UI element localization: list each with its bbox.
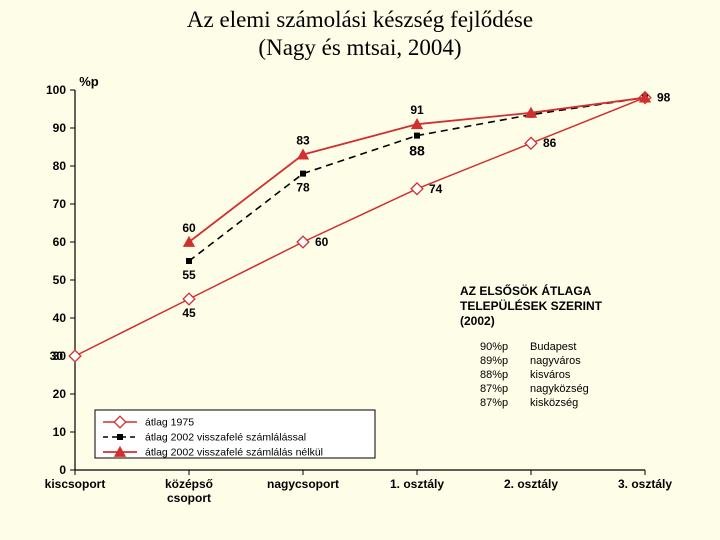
svg-text:1. osztály: 1. osztály	[390, 477, 444, 491]
svg-text:90: 90	[53, 121, 67, 135]
svg-text:40: 40	[53, 311, 67, 325]
svg-text:nagycsoport: nagycsoport	[267, 477, 339, 491]
svg-text:kiscsoport: kiscsoport	[45, 477, 106, 491]
svg-text:87%p: 87%p	[480, 383, 508, 395]
line-chart: 0 10 20 30 40 50 60 70 80 90 100 %p kiscsoport középs…	[0, 70, 720, 540]
svg-text:74: 74	[429, 182, 443, 196]
svg-text:91: 91	[410, 103, 424, 117]
svg-text:87%p: 87%p	[480, 397, 508, 409]
svg-text:89%p: 89%p	[480, 355, 508, 367]
svg-text:80: 80	[53, 159, 67, 173]
svg-text:kisváros: kisváros	[530, 369, 571, 381]
svg-text:%p: %p	[79, 74, 99, 89]
svg-text:88%p: 88%p	[480, 369, 508, 381]
svg-text:középső: középső	[165, 477, 213, 491]
svg-text:10: 10	[53, 425, 67, 439]
svg-text:78: 78	[296, 181, 310, 195]
svg-text:átlag 1975: átlag 1975	[145, 417, 194, 429]
svg-text:100: 100	[46, 83, 66, 97]
svg-text:90%p: 90%p	[480, 341, 508, 353]
svg-text:98: 98	[657, 91, 671, 105]
svg-text:50: 50	[53, 273, 67, 287]
svg-text:45: 45	[182, 306, 196, 320]
svg-text:88: 88	[409, 143, 425, 159]
svg-text:Budapest: Budapest	[530, 341, 576, 353]
svg-text:AZ ELSŐSÖK ÁTLAGA: AZ ELSŐSÖK ÁTLAGA	[460, 283, 592, 298]
svg-text:0: 0	[59, 463, 66, 477]
svg-text:86: 86	[543, 136, 557, 150]
svg-text:83: 83	[296, 134, 310, 148]
svg-text:átlag 2002 visszafelé számlálá: átlag 2002 visszafelé számlálás nélkül	[145, 447, 323, 459]
svg-text:30: 30	[50, 349, 64, 363]
title-line-1: Az elemi számolási készség fejlődése	[187, 7, 533, 32]
svg-text:nagyváros: nagyváros	[530, 355, 581, 367]
title-line-2: (Nagy és mtsai, 2004)	[258, 35, 461, 60]
svg-text:csoport: csoport	[167, 491, 211, 505]
svg-text:nagyközség: nagyközség	[530, 383, 589, 395]
svg-text:70: 70	[53, 197, 67, 211]
svg-text:2. osztály: 2. osztály	[504, 477, 558, 491]
chart-container: 0 10 20 30 40 50 60 70 80 90 100 %p kiscsoport középs…	[0, 70, 720, 540]
svg-text:60: 60	[53, 235, 67, 249]
svg-text:TELEPÜLÉSEK SZERINT: TELEPÜLÉSEK SZERINT	[460, 298, 603, 313]
svg-text:kisközség: kisközség	[530, 397, 578, 409]
svg-text:60: 60	[182, 221, 196, 235]
page-title: Az elemi számolási készség fejlődése (Na…	[0, 0, 720, 61]
svg-text:3. osztály: 3. osztály	[618, 477, 672, 491]
svg-text:20: 20	[53, 387, 67, 401]
svg-text:60: 60	[315, 235, 329, 249]
svg-text:55: 55	[182, 268, 196, 282]
svg-text:(2002): (2002)	[460, 314, 495, 328]
svg-text:átlag 2002 visszafelé számlálá: átlag 2002 visszafelé számlálással	[145, 432, 306, 444]
